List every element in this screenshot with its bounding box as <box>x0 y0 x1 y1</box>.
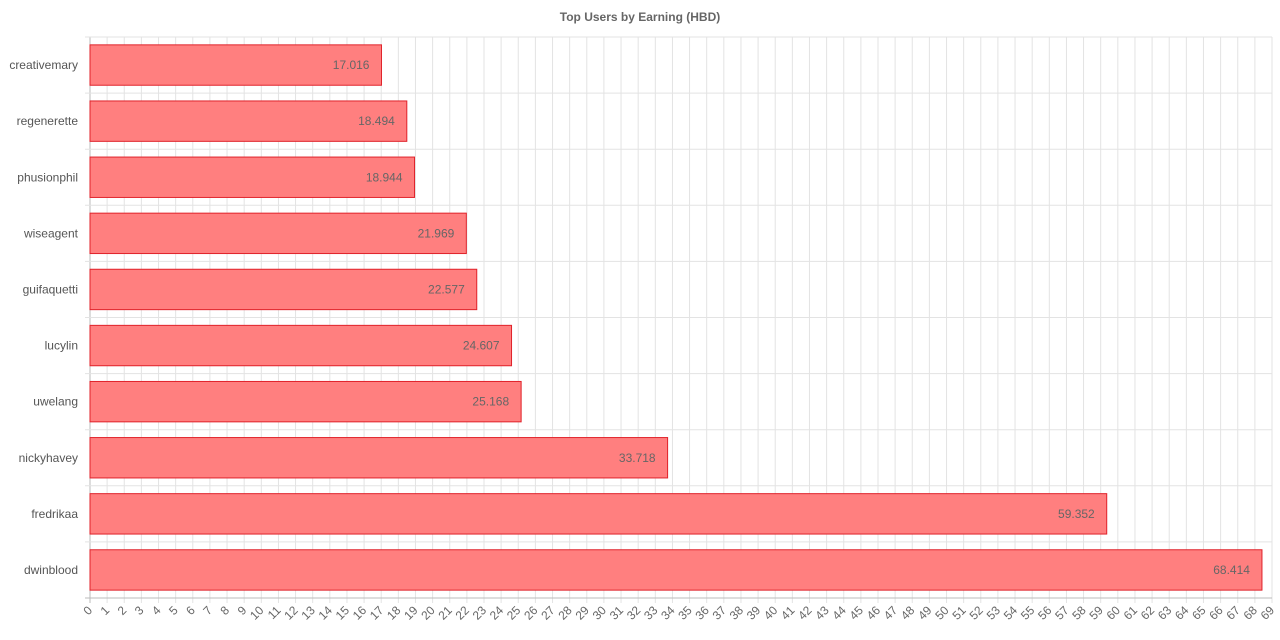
y-tick-label: uwelang <box>33 395 78 409</box>
x-tick-label: 10 <box>247 603 267 623</box>
bar-value-label: 21.969 <box>418 226 455 240</box>
bar-value-label: 22.577 <box>428 282 465 296</box>
bar[interactable] <box>89 100 408 142</box>
x-tick-label: 8 <box>218 603 233 618</box>
bars <box>89 44 1263 591</box>
bar-value-label: 59.352 <box>1058 507 1095 521</box>
x-tick-label: 69 <box>1258 603 1278 623</box>
bar[interactable] <box>89 212 467 255</box>
y-axis-ticks: creativemary regenerette phusionphil wiseag… <box>9 58 78 577</box>
x-axis-ticks: 0 1 2 3 4 5 6 7 8 9101112131415161718192021222324… <box>80 603 1277 623</box>
y-tick-label: creativemary <box>9 58 78 72</box>
bar-value-label: 18.944 <box>366 170 403 184</box>
y-tick-label: fredrikaa <box>31 507 78 521</box>
y-tick-label: guifaquetti <box>23 282 78 296</box>
bar-value-label: 18.494 <box>358 114 395 128</box>
x-tick-label: 1 <box>98 603 113 618</box>
bar-value-label: 25.168 <box>472 395 509 409</box>
x-tick-label: 4 <box>149 603 164 618</box>
y-tick-label: wiseagent <box>23 226 79 240</box>
bar-value-label: 68.414 <box>1213 563 1250 577</box>
x-tick-label: 3 <box>132 603 147 618</box>
y-tick-label: regenerette <box>17 114 79 128</box>
data-labels: 17.016 18.494 18.944 21.969 22.577 24.607 25.1… <box>333 58 1250 577</box>
bar-value-label: 17.016 <box>333 58 370 72</box>
x-tick-label: 5 <box>166 603 181 618</box>
bar[interactable] <box>89 156 416 198</box>
bar[interactable] <box>89 44 382 86</box>
x-tick-label: 0 <box>80 603 95 618</box>
bar[interactable] <box>89 437 669 479</box>
y-tick-label: dwinblood <box>24 563 78 577</box>
chart-title: Top Users by Earning (HBD) <box>560 10 720 24</box>
y-tick-label: phusionphil <box>17 170 78 184</box>
bar-value-label: 33.718 <box>619 451 656 465</box>
y-tick-label: lucylin <box>45 339 78 353</box>
x-tick-label: 9 <box>235 603 250 618</box>
x-tick-label: 7 <box>200 603 215 618</box>
bar[interactable] <box>89 380 522 423</box>
bar[interactable] <box>89 549 1263 591</box>
x-tick-label: 2 <box>115 603 130 618</box>
y-tick-label: nickyhavey <box>19 451 78 465</box>
bar-value-label: 24.607 <box>463 339 500 353</box>
bar[interactable] <box>89 493 1108 535</box>
bar[interactable] <box>89 324 513 367</box>
x-tick-label: 6 <box>183 603 198 618</box>
bar[interactable] <box>89 268 478 311</box>
